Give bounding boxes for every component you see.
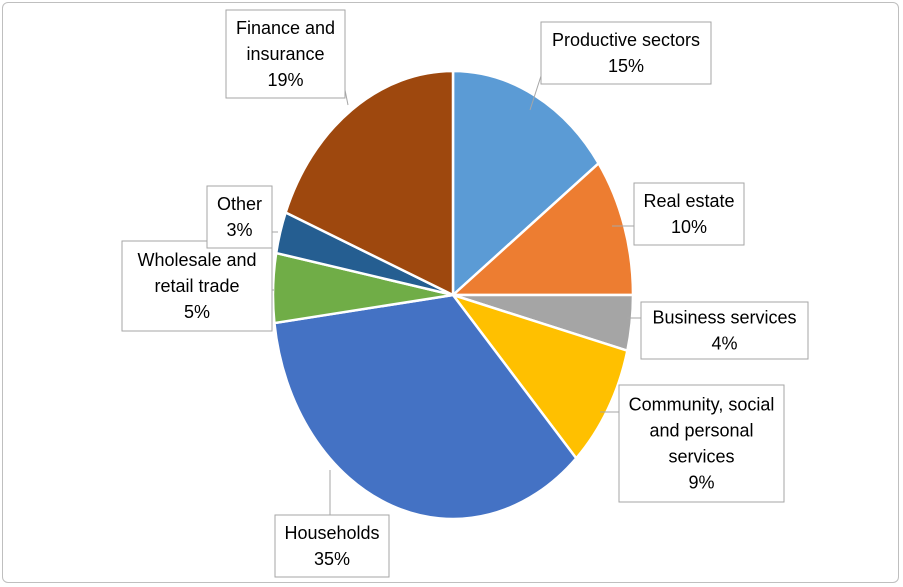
data-label-percent: 3% (226, 220, 252, 240)
data-label-category: Community, social (629, 395, 775, 415)
data-label-category: Real estate (643, 191, 734, 211)
data-label-households: Households 35% (274, 514, 390, 578)
data-label-category: Wholesale and (137, 250, 256, 270)
data-label-productive-sectors: Productive sectors 15% (540, 21, 712, 85)
pie-slice-finance-and-insurance (284, 69, 455, 298)
data-label-category: Finance and (236, 18, 335, 38)
data-label-category: Productive sectors (552, 30, 700, 50)
data-label-business-services: Business services 4% (640, 301, 809, 360)
leader-line-productive-sectors (529, 75, 542, 111)
pie-slice-community-social-and-personal-services (449, 292, 629, 461)
data-label-percent: 19% (267, 70, 303, 90)
data-label-text: Other 3% (217, 194, 262, 240)
data-label-text: Productive sectors 15% (552, 30, 700, 76)
data-label-box (618, 384, 785, 503)
data-label-percent: 4% (711, 334, 737, 354)
data-label-category: Business services (652, 308, 796, 328)
data-label-category: and personal (649, 421, 753, 441)
data-label-text: Wholesale and retail trade 5% (137, 250, 256, 322)
data-label-percent: 15% (608, 56, 644, 76)
data-label-category: Other (217, 194, 262, 214)
data-label-category: services (668, 447, 734, 467)
data-label-box (274, 514, 390, 578)
data-label-category: retail trade (154, 276, 239, 296)
data-label-callouts: Productive sectors 15% Real estate 10% Busin… (121, 9, 809, 578)
data-label-box (121, 240, 273, 332)
data-label-wholesale-and-retail-trade: Wholesale and retail trade 5% (121, 240, 273, 332)
data-label-percent: 10% (671, 217, 707, 237)
data-label-text: Finance and insurance 19% (236, 18, 335, 90)
data-label-percent: 9% (688, 473, 714, 493)
data-label-community-social-and-personal-services: Community, social and personal services 9% (618, 384, 785, 503)
pie-slice-households (273, 293, 578, 521)
data-label-category: insurance (246, 44, 324, 64)
data-label-real-estate: Real estate 10% (633, 182, 745, 246)
data-label-percent: 5% (184, 302, 210, 322)
data-label-box (633, 182, 745, 246)
data-label-text: Real estate 10% (643, 191, 734, 237)
data-label-category: Households (284, 523, 379, 543)
data-label-box (640, 301, 809, 360)
data-label-box (225, 9, 346, 99)
data-label-text: Community, social and personal services 9% (629, 395, 775, 493)
data-label-percent: 35% (314, 549, 350, 569)
pie-slices (271, 69, 635, 521)
data-label-other: Other 3% (206, 185, 273, 249)
data-label-text: Business services 4% (652, 308, 796, 354)
data-label-finance-and-insurance: Finance and insurance 19% (225, 9, 346, 99)
data-label-box (206, 185, 273, 249)
data-label-text: Households 35% (284, 523, 379, 569)
data-label-box (540, 21, 712, 85)
